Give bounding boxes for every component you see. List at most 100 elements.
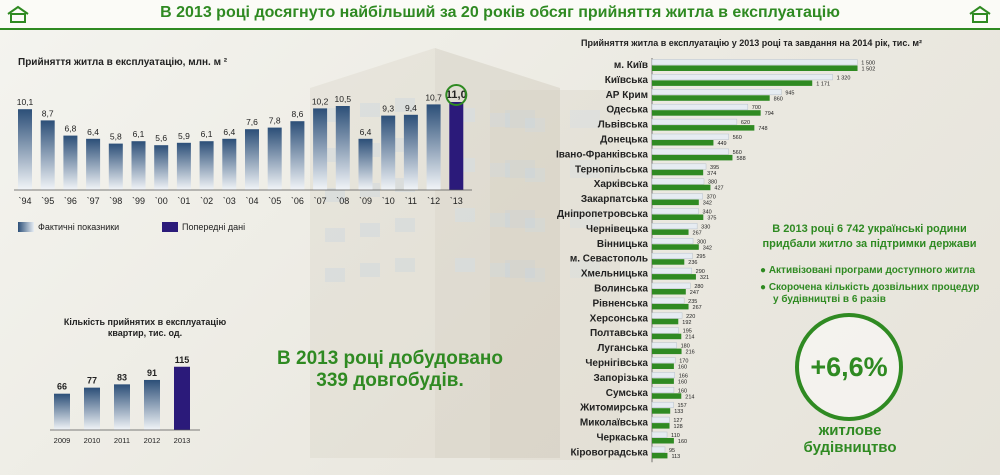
- x-tick-label: `00: [155, 196, 168, 206]
- region-label: Івано-Франківська: [556, 149, 648, 160]
- bar-value-label: 267: [693, 230, 702, 236]
- bar-value-label: 6,4: [223, 127, 235, 137]
- bar: [652, 199, 699, 206]
- bar: [652, 110, 761, 116]
- bar-value-label: 295: [696, 254, 705, 260]
- x-tick-label: `08: [336, 196, 349, 206]
- bar-value-label: 8,6: [291, 109, 303, 119]
- bar: [652, 214, 704, 220]
- bar-value-label: 128: [674, 424, 683, 430]
- bar-value-label: 166: [679, 373, 688, 379]
- bar-value-label: 449: [717, 141, 726, 147]
- region-label: Донецька: [600, 135, 648, 146]
- region-label: Житомирська: [579, 403, 648, 414]
- bar-value-label: 214: [685, 394, 694, 400]
- bar-value-label: 180: [681, 344, 690, 350]
- bullet-icon: ●: [760, 265, 767, 276]
- bar-value-label: 794: [765, 111, 774, 117]
- yearly-bar-chart: 10,1 `94 8,7 `95 6,8 `96 6,4 `97 5,8 `98 6,1 `99 5,6…: [14, 84, 472, 206]
- bar-value-label: 5,8: [110, 132, 122, 142]
- bar-value-label: 160: [678, 388, 687, 394]
- highlight-ring: [445, 84, 468, 106]
- region-label: Київська: [605, 75, 649, 86]
- bar: [651, 178, 705, 185]
- x-tick-label: `11: [405, 196, 417, 206]
- bar: [144, 379, 160, 430]
- regions-chart-title: Прийняття житла в експлуатацію у 2013 ро…: [581, 38, 922, 48]
- region-label: Луганська: [597, 343, 648, 354]
- region-label: Одеська: [606, 105, 648, 116]
- bar-value-label: 195: [683, 329, 692, 335]
- bar-value-label: 560: [733, 135, 742, 141]
- bar: [651, 416, 670, 423]
- x-tick-label: `99: [132, 196, 145, 206]
- x-tick-label: `10: [382, 196, 395, 206]
- bar-value-label: 6,4: [87, 127, 99, 137]
- bar: [651, 238, 694, 245]
- bar: [651, 327, 679, 334]
- bar-value-label: 236: [688, 260, 697, 266]
- completed-projects-text: В 2013 році добудовано 339 довгобудів.: [277, 348, 503, 391]
- bar: [403, 114, 418, 190]
- x-tick-label: `05: [268, 196, 281, 206]
- bar-value-label: 1 171: [816, 81, 830, 87]
- bar-value-label: 945: [785, 90, 794, 96]
- bar: [381, 115, 396, 190]
- bar: [651, 208, 699, 215]
- bar: [652, 408, 671, 414]
- chart-title: Прийняття житла в експлуатацію, млн. м ²: [18, 57, 228, 68]
- bar-value-label: 374: [707, 171, 716, 177]
- x-tick-label: `02: [200, 196, 213, 206]
- bar-value-label: 83: [117, 372, 127, 382]
- bar-value-label: 560: [733, 150, 742, 156]
- bar-value-label: 342: [703, 245, 712, 251]
- bar: [652, 229, 689, 235]
- bar: [652, 140, 714, 146]
- bar: [651, 312, 683, 319]
- bar: [651, 282, 691, 289]
- bar: [174, 366, 190, 430]
- bullet-icon: ●: [760, 282, 767, 293]
- bar-value-label: 290: [696, 269, 705, 275]
- bar-value-label: 330: [701, 224, 710, 230]
- x-tick-label: `07: [314, 196, 327, 206]
- growth-value: +6,6%: [810, 351, 888, 382]
- bar-value-label: 10,5: [335, 94, 352, 104]
- bar-value-label: 342: [703, 201, 712, 207]
- region-label: м. Київ: [614, 60, 648, 71]
- bar: [652, 244, 699, 250]
- apartments-chart-title: Кількість прийнятих в експлуатацію кварт…: [63, 317, 227, 338]
- bar: [651, 59, 858, 66]
- bar: [54, 393, 70, 430]
- bar-value-label: 113: [671, 454, 680, 460]
- bar-value-label: 380: [708, 180, 717, 186]
- bar-value-label: 220: [686, 314, 695, 320]
- bar: [651, 193, 703, 200]
- bar-value-label: 160: [678, 379, 687, 385]
- region-label: АР Крим: [606, 90, 648, 101]
- region-label: Чернівецька: [586, 224, 648, 235]
- bar: [651, 267, 692, 274]
- bar: [131, 141, 146, 190]
- bar-value-label: 216: [686, 350, 695, 356]
- bar-value-label: 8,7: [42, 108, 54, 118]
- bar: [651, 163, 707, 170]
- bar: [245, 129, 259, 190]
- bar: [114, 384, 130, 430]
- bar: [652, 125, 755, 131]
- bar-value-label: 427: [714, 186, 723, 192]
- bar-value-label: 6,4: [360, 127, 372, 137]
- bar: [651, 118, 738, 125]
- region-label: Закарпатська: [581, 194, 649, 205]
- legend-swatch-actual: [18, 222, 34, 232]
- bar-value-label: 700: [752, 105, 761, 111]
- bar: [651, 148, 729, 155]
- bar: [313, 108, 328, 190]
- bar-value-label: 157: [677, 403, 686, 409]
- region-label: Херсонська: [590, 313, 649, 324]
- bar: [651, 74, 833, 81]
- bar-value-label: 66: [57, 382, 67, 392]
- region-label: Харківська: [594, 179, 649, 190]
- x-tick-label: `94: [18, 196, 31, 206]
